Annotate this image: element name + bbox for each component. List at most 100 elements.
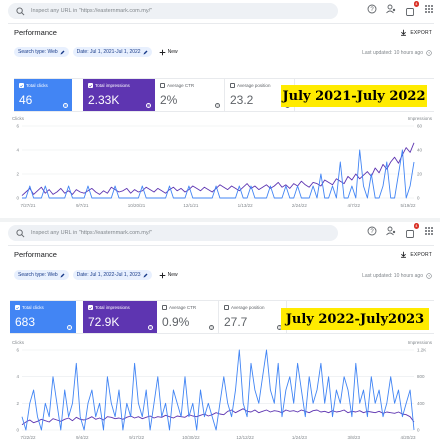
new-filter-button[interactable]: New bbox=[156, 49, 178, 56]
notifications-icon bbox=[406, 230, 414, 238]
last-updated: Last updated: 10 hours ago ? bbox=[362, 50, 432, 56]
apps-grid-icon[interactable] bbox=[424, 4, 434, 14]
help-icon[interactable]: ? bbox=[367, 4, 377, 14]
date-range-banner: July 2022-July2023 bbox=[281, 308, 429, 330]
checkbox-icon bbox=[162, 305, 167, 310]
y-axis-label-right: Impressions bbox=[408, 340, 433, 345]
notifications-button[interactable]: 4 bbox=[405, 1, 419, 16]
x-tick-label: 3/8/23 bbox=[347, 435, 360, 440]
metrics-card: Total clicks 683 ? Total impressions 72.… bbox=[10, 300, 434, 334]
metric-label: Average CTR bbox=[167, 83, 195, 88]
last-updated: Last updated: 10 hours ago ? bbox=[362, 273, 432, 279]
top-bar: Inspect any URL in "https://easternmark.… bbox=[0, 222, 440, 244]
date-range-banner: July 2021-July 2022 bbox=[281, 85, 427, 107]
performance-panel-2022-2023: Inspect any URL in "https://easternmark.… bbox=[0, 218, 440, 440]
metric-total-impressions[interactable]: Total impressions 72.9K ? bbox=[83, 301, 157, 333]
performance-panel-2021-2022: Inspect any URL in "https://easternmark.… bbox=[0, 0, 440, 214]
y-tick-label-right: 1.2K bbox=[417, 348, 426, 353]
x-tick-label: 7/27/21 bbox=[20, 203, 36, 208]
page-title: Performance bbox=[14, 28, 57, 37]
checkbox-icon bbox=[15, 305, 20, 310]
svg-text:?: ? bbox=[428, 274, 430, 278]
people-settings-icon[interactable] bbox=[386, 226, 396, 236]
people-settings-icon[interactable] bbox=[386, 4, 396, 14]
new-filter-button[interactable]: New bbox=[156, 272, 178, 279]
metric-label: Average CTR bbox=[169, 305, 197, 310]
checkbox-icon bbox=[88, 83, 93, 88]
x-tick-label: 10/30/22 bbox=[182, 435, 200, 440]
filter-chip-search-type[interactable]: Search type: Web bbox=[14, 47, 69, 57]
y-tick-label-left: 6 bbox=[16, 348, 19, 353]
checkbox-icon bbox=[19, 83, 24, 88]
export-label: EXPORT bbox=[410, 29, 432, 36]
question-mark-icon[interactable]: ? bbox=[209, 325, 214, 330]
x-tick-label: 1/24/23 bbox=[292, 435, 308, 440]
metric-value: 27.7 bbox=[224, 315, 248, 329]
export-button[interactable]: EXPORT bbox=[400, 251, 432, 258]
metric-total-clicks[interactable]: Total clicks 46 ? bbox=[14, 79, 72, 111]
filter-chip-label: Search type: Web bbox=[18, 49, 58, 55]
notifications-button[interactable]: 4 bbox=[405, 223, 419, 238]
y-tick-label-right: 20 bbox=[417, 172, 423, 177]
question-mark-icon[interactable]: ? bbox=[63, 103, 68, 108]
series-line-clicks bbox=[21, 349, 415, 431]
y-axis-label-right: Impressions bbox=[408, 116, 433, 121]
filter-chip-date[interactable]: Date: Jul 1, 2021-Jul 1, 2022 bbox=[72, 47, 152, 57]
filter-chip-label: Date: Jul 1, 2022-Jul 1, 2023 bbox=[76, 272, 141, 278]
top-icons: ? 4 bbox=[367, 223, 434, 238]
metric-label: Average position bbox=[231, 305, 265, 310]
y-tick-label-right: 800 bbox=[417, 374, 425, 379]
x-tick-label: 2/24/22 bbox=[292, 203, 308, 208]
svg-text:?: ? bbox=[370, 229, 374, 235]
edit-icon bbox=[143, 273, 148, 277]
y-tick-label-right: 0 bbox=[417, 428, 420, 433]
metric-label: Average position bbox=[237, 83, 271, 88]
metric-total-impressions[interactable]: Total impressions 2.33K ? bbox=[83, 79, 155, 111]
metric-value: 23.2 bbox=[230, 93, 254, 107]
divider bbox=[8, 23, 434, 24]
metric-label: Total clicks bbox=[22, 305, 44, 310]
edit-icon bbox=[143, 50, 148, 54]
filter-chip-label: Search type: Web bbox=[18, 272, 58, 278]
filter-chip-date[interactable]: Date: Jul 1, 2022-Jul 1, 2023 bbox=[72, 270, 152, 280]
metric-label: Total impressions bbox=[95, 305, 130, 310]
help-icon[interactable]: ? bbox=[367, 226, 377, 236]
question-mark-icon[interactable]: ? bbox=[148, 325, 153, 330]
series-line-impressions bbox=[21, 408, 415, 426]
metric-average-ctr[interactable]: Average CTR 0.9% ? bbox=[157, 301, 219, 333]
filter-chip-search-type[interactable]: Search type: Web bbox=[14, 270, 69, 280]
question-mark-icon[interactable]: ? bbox=[215, 103, 220, 108]
search-icon bbox=[16, 6, 25, 15]
y-tick-label-left: 4 bbox=[16, 148, 19, 153]
notifications-icon bbox=[406, 8, 414, 16]
question-mark-icon[interactable]: ? bbox=[67, 325, 72, 330]
checkbox-icon bbox=[88, 305, 93, 310]
y-tick-label-left: 0 bbox=[16, 428, 19, 433]
x-tick-label: 9/7/21 bbox=[76, 203, 89, 208]
edit-icon bbox=[60, 50, 65, 54]
export-button[interactable]: EXPORT bbox=[400, 29, 432, 36]
plus-icon bbox=[159, 49, 165, 55]
y-tick-label-right: 0 bbox=[417, 196, 420, 201]
url-inspection-search[interactable]: Inspect any URL in "https://easternmark.… bbox=[8, 3, 338, 19]
x-tick-label: 1/13/22 bbox=[238, 203, 254, 208]
y-tick-label-right: 40 bbox=[417, 148, 423, 153]
metric-total-clicks[interactable]: Total clicks 683 ? bbox=[10, 301, 76, 333]
metric-average-position[interactable]: Average position 27.7 ? bbox=[219, 301, 287, 333]
question-mark-icon[interactable]: ? bbox=[426, 273, 432, 279]
metric-value: 2% bbox=[160, 93, 178, 107]
y-tick-label-left: 4 bbox=[16, 374, 19, 379]
apps-grid-icon[interactable] bbox=[424, 226, 434, 236]
y-axis-label-left: Clicks bbox=[12, 116, 25, 121]
metric-value: 683 bbox=[15, 315, 36, 329]
question-mark-icon[interactable]: ? bbox=[146, 103, 151, 108]
edit-icon bbox=[60, 273, 65, 277]
question-mark-icon[interactable]: ? bbox=[426, 50, 432, 56]
metric-average-ctr[interactable]: Average CTR 2% ? bbox=[155, 79, 225, 111]
y-tick-label-right: 60 bbox=[417, 124, 423, 129]
url-inspection-search[interactable]: Inspect any URL in "https://easternmark.… bbox=[8, 225, 338, 241]
x-tick-label: 4/20/23 bbox=[400, 435, 416, 440]
x-tick-label: 5/19/22 bbox=[400, 203, 416, 208]
